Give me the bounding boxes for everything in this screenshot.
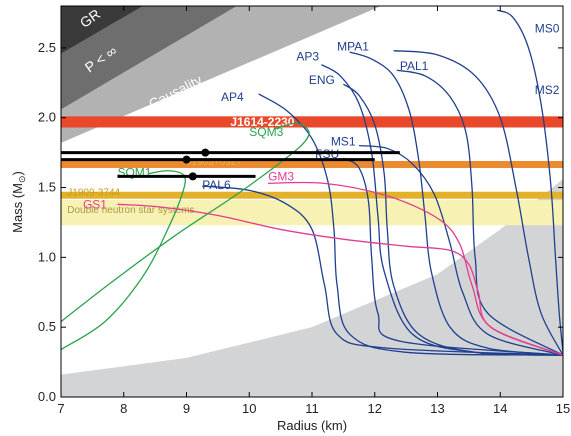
y-tick-label-3: 1.5 bbox=[38, 180, 56, 195]
x-tick-label-4: 11 bbox=[305, 401, 319, 416]
series-PAL1-curve bbox=[396, 69, 563, 356]
x-tick-label-7: 14 bbox=[493, 401, 507, 416]
band-2 bbox=[61, 191, 563, 199]
y-tick-label-5: 2.5 bbox=[38, 40, 56, 55]
band-label-0: J1614-2230 bbox=[230, 115, 294, 129]
axes: 7 8 9 10 11 12 13 14 15 0.0 0.5 1.0 1.5 2.0 2.5 bbox=[38, 6, 570, 416]
y-tick-label-0: 0.0 bbox=[38, 389, 56, 404]
y-tick-label-4: 2.0 bbox=[38, 110, 56, 125]
y-axis-label: Mass (M⊙) bbox=[10, 171, 27, 233]
series-MS2-curve bbox=[393, 50, 563, 356]
plot-series: MS0MS2MPA1PAL1AP3ENGAP4MS1FSUPAL6SQM3SQM… bbox=[61, 9, 563, 356]
band-1 bbox=[61, 161, 563, 168]
series-GS1-label: GS1 bbox=[83, 197, 107, 211]
plot-area: J1614-2230 J1903+0327 J1909-3744 Double neu… bbox=[61, 6, 563, 397]
band-3 bbox=[61, 200, 563, 226]
measurement-2-point bbox=[188, 172, 197, 181]
series-GS1-curve bbox=[117, 203, 563, 356]
y-tick-label-1: 0.5 bbox=[38, 319, 56, 334]
series-SQM3-curve bbox=[61, 122, 310, 323]
band-0 bbox=[61, 116, 563, 128]
gr-region bbox=[61, 6, 143, 54]
series-AP3-label: AP3 bbox=[296, 49, 319, 63]
x-tick-label-1: 8 bbox=[120, 401, 127, 416]
series-PAL6-label: PAL6 bbox=[202, 178, 231, 192]
y-axis-label-text: Mass (M bbox=[10, 183, 25, 233]
x-tick-label-2: 9 bbox=[183, 401, 190, 416]
band-label-3: Double neutron star systems bbox=[67, 205, 194, 216]
series-ENG-curve bbox=[342, 83, 563, 356]
series-MS2-label: MS2 bbox=[535, 83, 560, 97]
x-tick-label-0: 7 bbox=[57, 401, 64, 416]
series-GM3-label: GM3 bbox=[268, 170, 294, 184]
series-FSU-curve bbox=[343, 157, 563, 356]
y-axis-label-sub: ⊙ bbox=[17, 175, 27, 183]
series-MS1-label: MS1 bbox=[331, 135, 356, 149]
series-PAL1-label: PAL1 bbox=[400, 59, 429, 73]
series-ENG-label: ENG bbox=[309, 73, 335, 87]
x-tick-label-8: 15 bbox=[556, 401, 570, 416]
band-label-2: J1909-3744 bbox=[67, 188, 120, 199]
p-finite-region bbox=[61, 6, 237, 110]
series-MS0-label: MS0 bbox=[535, 22, 560, 36]
y-axis-label-close: ) bbox=[10, 171, 25, 175]
measurement-0-point bbox=[201, 148, 210, 157]
series-AP4-curve bbox=[258, 93, 563, 356]
series-SQM1-curve bbox=[61, 170, 186, 351]
series-MPA1-curve bbox=[349, 51, 563, 356]
x-axis-label: Radius (km) bbox=[277, 418, 347, 433]
series-MPA1-label: MPA1 bbox=[337, 40, 369, 54]
series-MS1-curve bbox=[358, 144, 563, 356]
rotation-region bbox=[61, 179, 563, 397]
measurement-1-point bbox=[182, 155, 191, 164]
x-tick-label-5: 12 bbox=[368, 401, 382, 416]
series-MS0-curve bbox=[496, 9, 563, 353]
series-SQM3-label: SQM3 bbox=[249, 125, 283, 139]
y-tick-label-2: 1.0 bbox=[38, 249, 56, 264]
x-tick-label-6: 13 bbox=[430, 401, 444, 416]
series-AP4-label: AP4 bbox=[221, 90, 244, 104]
band-label-1: J1903+0327 bbox=[187, 157, 243, 168]
series-PAL6-curve bbox=[202, 185, 563, 356]
series-FSU-label: FSU bbox=[315, 147, 339, 161]
x-tick-label-3: 10 bbox=[242, 401, 256, 416]
